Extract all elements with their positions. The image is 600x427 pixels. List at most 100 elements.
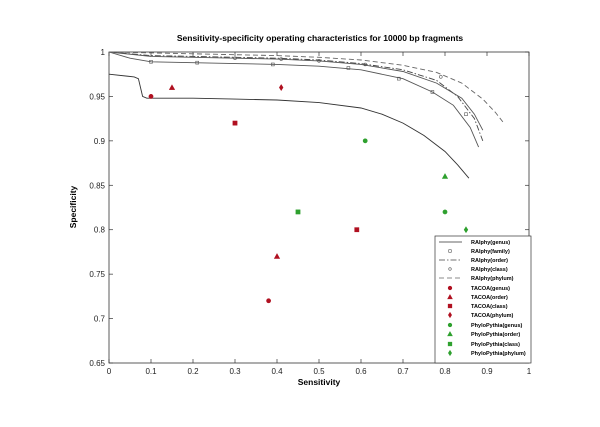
legend-label: PhyloPythia(genus) [471, 323, 523, 329]
data-point [442, 209, 448, 215]
series-raiphy-family [108, 51, 480, 148]
legend-item: TACOA(order) [447, 294, 508, 301]
data-point [279, 84, 284, 91]
curve-marker [439, 75, 443, 79]
curve-marker [271, 62, 275, 67]
legend-item: RAIphy(order) [439, 258, 508, 264]
legend-label: RAIphy(genus) [471, 240, 510, 246]
x-tick-label: 0.6 [355, 367, 367, 376]
legend-marker [448, 267, 452, 271]
x-tick-label: 0.5 [313, 367, 325, 376]
legend-item: RAIphy(class) [448, 267, 508, 273]
legend-label: TACOA(phylum) [471, 313, 514, 319]
legend-label: TACOA(genus) [471, 286, 510, 292]
series-phylopythia-order [441, 173, 449, 179]
curve-marker [397, 76, 401, 81]
legend-marker [448, 311, 452, 319]
y-tick-label: 0.85 [89, 181, 105, 190]
legend-label: RAIphy(phylum) [471, 276, 514, 282]
x-tick-label: 0.1 [145, 367, 157, 376]
curve-marker [233, 56, 237, 60]
series-raiphy-genus [108, 73, 470, 179]
legend-item: RAIphy(phylum) [439, 276, 514, 282]
plot-series [108, 51, 505, 304]
legend-box [434, 235, 532, 364]
legend-item: TACOA(phylum) [448, 311, 514, 319]
series-tacoa-order [168, 84, 281, 259]
x-tick-label: 0.4 [271, 367, 283, 376]
chart-title: Sensitivity-specificity operating charac… [177, 33, 464, 43]
curve-line [108, 51, 480, 148]
legend-marker [447, 331, 453, 337]
y-tick-label: 0.8 [94, 226, 106, 235]
legend-marker [447, 341, 453, 347]
y-tick-label: 0.75 [89, 270, 105, 279]
legend-item: RAIphy(genus) [439, 240, 510, 246]
series-raiphy-phylum [108, 51, 505, 124]
curve-marker [317, 59, 321, 63]
curve-line [108, 51, 505, 124]
x-tick-label: 0.8 [439, 367, 451, 376]
series-tacoa-class [232, 120, 360, 233]
data-point [168, 84, 176, 90]
data-point [295, 209, 301, 215]
legend-label: TACOA(order) [471, 295, 508, 301]
series-phylopythia-genus [362, 138, 448, 215]
series-raiphy-class [108, 51, 484, 131]
y-tick-label: 0.65 [89, 359, 105, 368]
x-tick-label: 0.3 [229, 367, 241, 376]
legend-item: PhyloPythia(phylum) [448, 349, 526, 357]
data-point [354, 227, 360, 233]
curve-marker [195, 60, 199, 65]
curve-line [108, 51, 484, 142]
legend-marker [447, 322, 453, 328]
legend-item: TACOA(genus) [447, 285, 510, 292]
legend-marker [447, 285, 453, 291]
legend-item: TACOA(class) [447, 303, 508, 310]
y-axis-label: Specificity [68, 185, 78, 228]
curve-line [108, 73, 470, 179]
legend-marker [448, 349, 452, 357]
curve-line [108, 51, 484, 131]
legend-item: PhyloPythia(order) [447, 331, 520, 338]
legend-label: RAIphy(class) [471, 267, 508, 273]
x-tick-label: 0.2 [187, 367, 199, 376]
data-point [232, 120, 238, 126]
data-point [266, 298, 271, 304]
legend-item: PhyloPythia(class) [447, 341, 520, 348]
curve-marker [430, 90, 435, 94]
x-tick-label: 1 [527, 367, 532, 376]
series-phylopythia-class [295, 209, 301, 215]
legend-item: PhyloPythia(genus) [447, 322, 523, 329]
x-tick-label: 0.9 [481, 367, 493, 376]
legend: RAIphy(genus) RAIphy(family) RAIphy(order)… [434, 235, 532, 364]
x-axis-label: Sensitivity [298, 377, 341, 387]
y-tick-label: 0.9 [94, 137, 106, 146]
legend-label: RAIphy(order) [471, 258, 508, 264]
curve-marker [346, 66, 351, 70]
legend-item: RAIphy(family) [448, 249, 510, 255]
data-point [148, 94, 154, 99]
legend-label: PhyloPythia(phylum) [471, 351, 526, 357]
series-tacoa-phylum [279, 84, 284, 91]
series-phylopythia-phylum [463, 226, 469, 234]
y-tick-label: 0.95 [89, 92, 105, 101]
y-tick-label: 1 [101, 48, 106, 57]
data-point [362, 138, 368, 144]
x-tick-label: 0 [107, 367, 112, 376]
axes: 0 0.1 0.2 0.3 0.4 0.5 0.6 0.7 0.8 0.9 1 0.65 0.7 0.75… [89, 48, 531, 376]
legend-marker [447, 294, 453, 300]
legend-label: PhyloPythia(class) [471, 342, 520, 348]
legend-label: PhyloPythia(order) [471, 332, 520, 338]
legend-label: RAIphy(family) [471, 249, 510, 255]
data-point [273, 253, 281, 259]
curve-marker [363, 62, 367, 67]
series-raiphy-order [108, 51, 484, 142]
curve-marker [464, 112, 468, 116]
legend-marker [448, 249, 452, 253]
legend-label: TACOA(class) [471, 304, 508, 310]
x-tick-label: 0.7 [397, 367, 409, 376]
data-point [463, 226, 469, 234]
curve-marker [149, 60, 153, 64]
